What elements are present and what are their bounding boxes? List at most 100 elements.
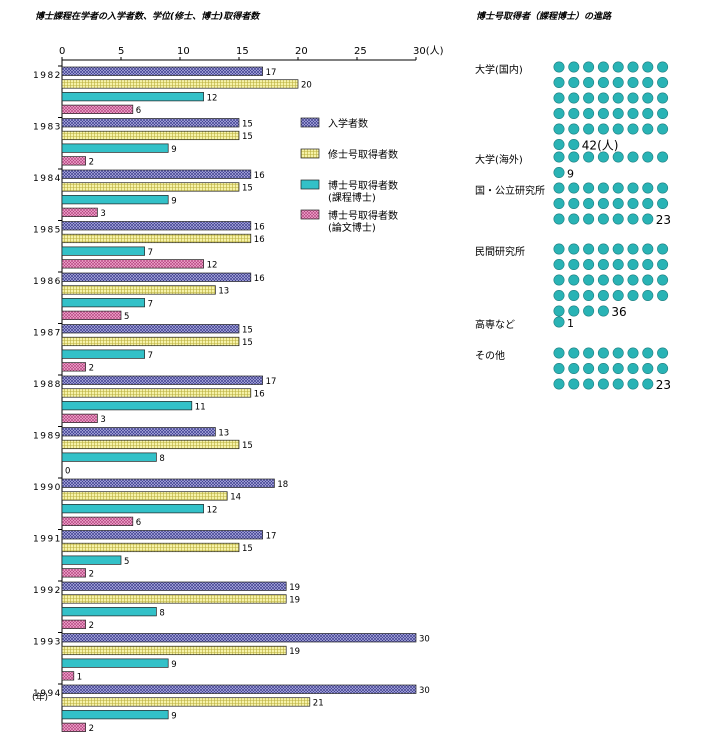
pictogram-dot xyxy=(568,108,580,120)
pictogram-dot xyxy=(583,92,595,104)
pictogram-dot xyxy=(583,347,595,359)
year-label: 1991 xyxy=(33,535,62,545)
pictogram-dot xyxy=(627,108,639,120)
bar-value-label: 8 xyxy=(159,454,164,464)
pictogram-dot xyxy=(583,198,595,210)
bar-thesis xyxy=(61,568,86,578)
pictogram-dot xyxy=(583,289,595,301)
pictogram-dot xyxy=(568,305,580,317)
bar-value-label: 12 xyxy=(207,261,218,271)
pictogram-dot xyxy=(657,151,669,163)
legend-label: 博士号取得者数 xyxy=(328,179,398,192)
bar-value-label: 13 xyxy=(218,287,229,297)
bar-value-label: 15 xyxy=(242,184,253,194)
pictogram-dot xyxy=(612,362,624,374)
bar-value-label: 3 xyxy=(100,415,105,425)
legend-label: 修士号取得者数 xyxy=(328,148,398,161)
bar-entrants xyxy=(61,633,417,643)
pictogram-dot xyxy=(583,258,595,270)
pictogram-dot xyxy=(597,213,609,225)
bar-masters xyxy=(61,542,240,553)
pictogram-dot xyxy=(597,378,609,390)
bar-course xyxy=(61,143,169,153)
pictogram-dot xyxy=(597,61,609,73)
pictogram-category-label: 大学(海外) xyxy=(475,153,523,166)
pictogram-dot xyxy=(642,123,654,135)
pictogram-dot xyxy=(627,378,639,390)
pictogram-dot xyxy=(627,243,639,255)
pictogram-dot xyxy=(612,151,624,163)
pictogram-dot xyxy=(568,213,580,225)
bar-course xyxy=(61,298,145,308)
year-label: 1988 xyxy=(33,380,62,390)
bar-masters xyxy=(61,285,216,295)
pictogram-dot xyxy=(627,61,639,73)
bar-entrants xyxy=(61,478,275,488)
bar-masters xyxy=(61,79,299,89)
pictogram-dot xyxy=(597,151,609,163)
pictogram-dot xyxy=(642,274,654,286)
pictogram-count-label: 9 xyxy=(567,168,574,181)
year-label: 1992 xyxy=(33,586,62,596)
pictogram-dot xyxy=(627,362,639,374)
pictogram-dot xyxy=(657,77,669,89)
pictogram-dot xyxy=(612,258,624,270)
bar-value-label: 2 xyxy=(89,621,94,631)
pictogram-dot xyxy=(627,151,639,163)
bar-entrants xyxy=(61,684,417,694)
bar-value-label: 16 xyxy=(254,235,265,245)
pictogram-dot xyxy=(553,347,565,359)
pictogram-dot xyxy=(642,289,654,301)
bar-value-label: 19 xyxy=(289,596,300,606)
pictogram-dot xyxy=(657,274,669,286)
pictogram-dot xyxy=(583,378,595,390)
bar-course xyxy=(61,555,122,565)
bar-value-label: 15 xyxy=(242,132,253,142)
bar-value-label: 15 xyxy=(242,441,253,451)
pictogram-dot xyxy=(553,213,565,225)
bar-course xyxy=(61,195,169,205)
pictogram-dot xyxy=(627,347,639,359)
bar-value-label: 17 xyxy=(266,377,277,387)
pictogram-dot xyxy=(642,378,654,390)
pictogram-dot xyxy=(568,139,580,151)
pictogram-dot xyxy=(568,378,580,390)
pictogram-dot xyxy=(568,347,580,359)
pictogram-category-label: その他 xyxy=(475,349,505,362)
pictogram-dot xyxy=(553,151,565,163)
pictogram-dot xyxy=(597,258,609,270)
pictogram-dot xyxy=(568,151,580,163)
bar-masters xyxy=(61,697,311,707)
bar-course xyxy=(61,710,169,720)
pictogram-dot xyxy=(642,198,654,210)
bar-entrants xyxy=(61,118,240,128)
pictogram-dot xyxy=(657,123,669,135)
pictogram-count-label: 23 xyxy=(656,378,671,392)
bar-course xyxy=(61,401,193,411)
pictogram-count-label: 36 xyxy=(611,305,626,319)
bar-value-label: 16 xyxy=(254,223,265,233)
pictogram-category-label: 民間研究所 xyxy=(475,245,525,258)
pictogram-category-label: 高専など xyxy=(475,318,515,331)
bar-value-label: 7 xyxy=(148,248,153,258)
bar-value-label: 3 xyxy=(100,209,105,219)
bar-value-label: 5 xyxy=(124,312,129,322)
bar-thesis xyxy=(61,259,204,269)
pictogram-dot xyxy=(568,61,580,73)
bar-masters xyxy=(61,233,252,244)
legend-label-line2: (論文博士) xyxy=(328,221,376,234)
bar-value-label: 9 xyxy=(171,660,176,670)
bar-value-label: 17 xyxy=(266,532,277,542)
pictogram-dot xyxy=(612,198,624,210)
pictogram-dot xyxy=(657,258,669,270)
x-tick-label: 15 xyxy=(236,46,249,57)
x-tick-label: 30(人) xyxy=(413,45,444,57)
bar-masters xyxy=(61,130,240,141)
pictogram-dot xyxy=(627,182,639,194)
pictogram-dot xyxy=(642,151,654,163)
pictogram-dot xyxy=(597,77,609,89)
pictogram-dot xyxy=(627,123,639,135)
pictogram-dot xyxy=(627,198,639,210)
